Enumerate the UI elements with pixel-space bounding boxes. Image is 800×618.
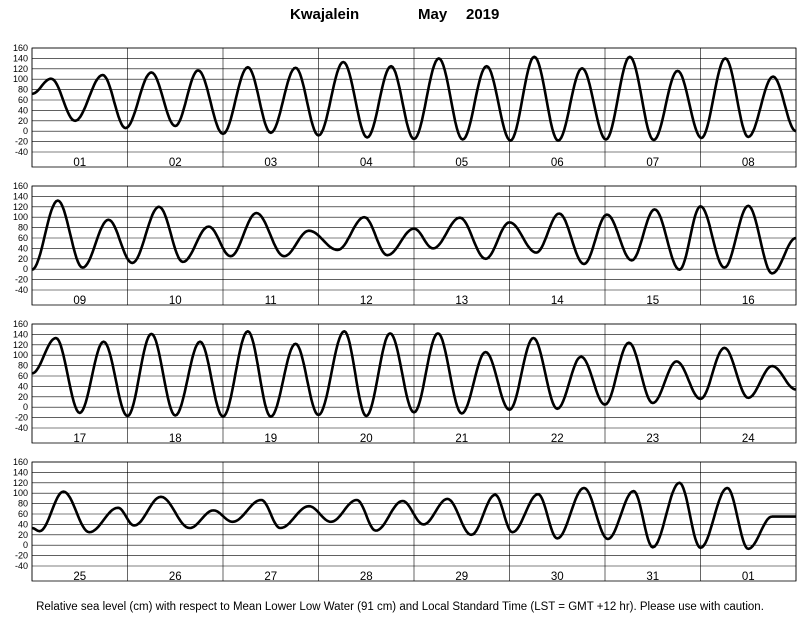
tide-series-line	[31, 199, 797, 275]
y-tick-label: 60	[18, 95, 28, 105]
day-label: 24	[742, 433, 755, 445]
y-tick-label: 100	[13, 212, 28, 222]
y-tick-label: 100	[13, 74, 28, 84]
y-tick-label: 40	[18, 105, 28, 115]
y-tick-label: 100	[13, 488, 28, 498]
day-label: 30	[551, 571, 564, 583]
day-label: 11	[265, 295, 277, 307]
y-tick-label: -40	[15, 285, 28, 295]
footer-caption: Relative sea level (cm) with respect to …	[36, 601, 764, 613]
y-tick-label: 40	[18, 519, 28, 529]
day-label: 17	[73, 433, 86, 445]
y-tick-label: 160	[13, 319, 28, 329]
y-tick-label: -20	[15, 551, 28, 561]
y-tick-label: 120	[13, 478, 28, 488]
day-label: 23	[646, 433, 659, 445]
y-tick-label: 80	[18, 85, 28, 95]
y-tick-label: 120	[13, 340, 28, 350]
day-label: 28	[360, 571, 373, 583]
y-tick-label: 120	[13, 202, 28, 212]
y-tick-label: 40	[18, 243, 28, 253]
day-label: 20	[360, 433, 373, 445]
y-tick-label: 20	[18, 116, 28, 126]
y-tick-label: 80	[18, 499, 28, 509]
y-tick-label: 0	[23, 540, 28, 550]
day-label: 05	[455, 157, 468, 169]
tide-series-line	[31, 330, 797, 418]
day-label: 13	[455, 295, 468, 307]
y-tick-label: 120	[13, 64, 28, 74]
day-label: 19	[264, 433, 277, 445]
day-label: 02	[169, 157, 182, 169]
y-tick-label: 60	[18, 371, 28, 381]
y-tick-label: 160	[13, 181, 28, 191]
day-label: 27	[264, 571, 277, 583]
day-label: 29	[455, 571, 468, 583]
y-tick-label: -40	[15, 147, 28, 157]
y-tick-label: 160	[13, 43, 28, 53]
day-label: 22	[551, 433, 564, 445]
y-tick-label: 140	[13, 467, 28, 477]
y-tick-label: 0	[23, 264, 28, 274]
y-tick-label: 140	[13, 191, 28, 201]
y-tick-label: 80	[18, 223, 28, 233]
year-title: 2019	[466, 6, 499, 23]
y-tick-label: 60	[18, 233, 28, 243]
y-tick-label: 20	[18, 254, 28, 264]
tide-series-line	[31, 55, 797, 142]
panel-frame	[31, 323, 797, 444]
day-label: 04	[360, 157, 373, 169]
day-label: 18	[169, 433, 182, 445]
day-label: 07	[646, 157, 659, 169]
y-tick-label: 60	[18, 509, 28, 519]
day-label: 03	[264, 157, 277, 169]
y-tick-label: -40	[15, 561, 28, 571]
day-label: 26	[169, 571, 182, 583]
day-label: 01	[742, 571, 755, 583]
station-title: Kwajalein	[290, 6, 359, 23]
tide-series-line	[31, 481, 796, 551]
day-label: 21	[455, 433, 468, 445]
month-title: May	[418, 6, 448, 23]
y-tick-label: 80	[18, 361, 28, 371]
y-tick-label: 20	[18, 530, 28, 540]
day-label: 08	[742, 157, 755, 169]
day-label: 25	[73, 571, 86, 583]
day-label: 31	[646, 571, 659, 583]
day-label: 14	[551, 295, 564, 307]
y-tick-label: 100	[13, 350, 28, 360]
y-tick-label: 140	[13, 329, 28, 339]
panel-frame	[31, 461, 797, 582]
y-tick-label: 0	[23, 126, 28, 136]
day-label: 15	[646, 295, 659, 307]
y-tick-label: 20	[18, 392, 28, 402]
y-tick-label: -20	[15, 413, 28, 423]
y-tick-label: 160	[13, 457, 28, 467]
y-tick-label: -20	[15, 275, 28, 285]
day-label: 09	[73, 295, 86, 307]
y-tick-label: -40	[15, 423, 28, 433]
panel-frame	[31, 185, 797, 306]
y-tick-label: 40	[18, 381, 28, 391]
y-tick-label: 0	[23, 402, 28, 412]
panel-frame	[31, 47, 797, 168]
y-tick-label: -20	[15, 137, 28, 147]
day-label: 01	[73, 157, 86, 169]
day-label: 10	[169, 295, 182, 307]
day-label: 16	[742, 295, 755, 307]
day-label: 12	[360, 295, 373, 307]
y-tick-label: 140	[13, 53, 28, 63]
day-label: 06	[551, 157, 564, 169]
